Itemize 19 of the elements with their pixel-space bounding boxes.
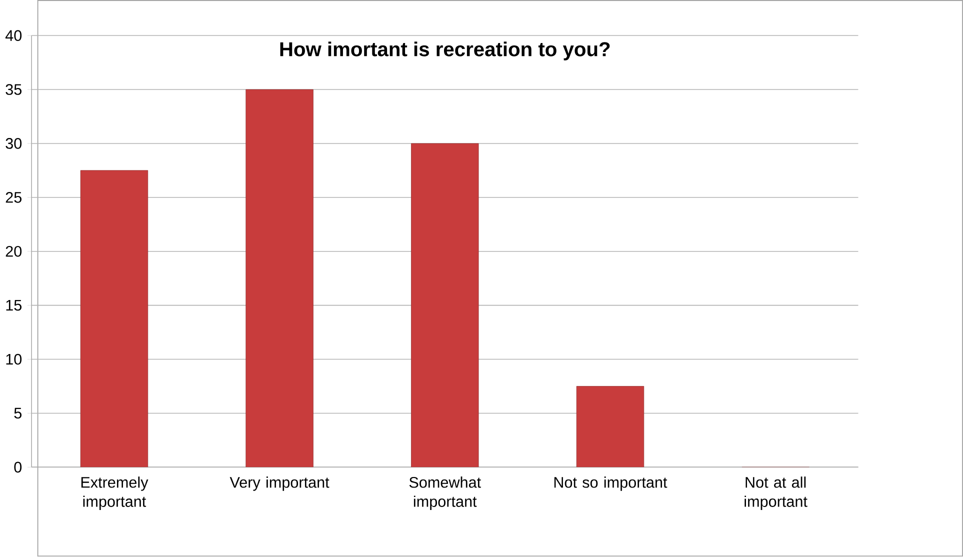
x-tick-label: Not at all important: [744, 476, 808, 510]
x-tick-label: Very important: [230, 476, 330, 492]
bar: [411, 143, 479, 468]
chart-title: How imortant is recreation to you?: [280, 42, 610, 61]
bar: [576, 386, 644, 468]
bar: [80, 170, 148, 468]
y-tick-label: 20: [6, 246, 22, 258]
x-tick-label: Somewhat important: [409, 476, 481, 510]
y-tick-label: 5: [14, 408, 22, 419]
y-tick-label: 10: [6, 354, 22, 365]
y-tick-label: 40: [5, 30, 22, 42]
y-tick-label: 25: [6, 192, 22, 204]
y-tick-label: 35: [6, 84, 22, 96]
x-tick-label: Not so important: [554, 476, 668, 492]
bar: [246, 90, 314, 468]
x-tick-label: Extremely important: [81, 476, 148, 510]
y-tick-label: 30: [6, 138, 22, 150]
y-tick-label: 15: [6, 300, 22, 311]
y-tick-label: 0: [14, 462, 22, 473]
